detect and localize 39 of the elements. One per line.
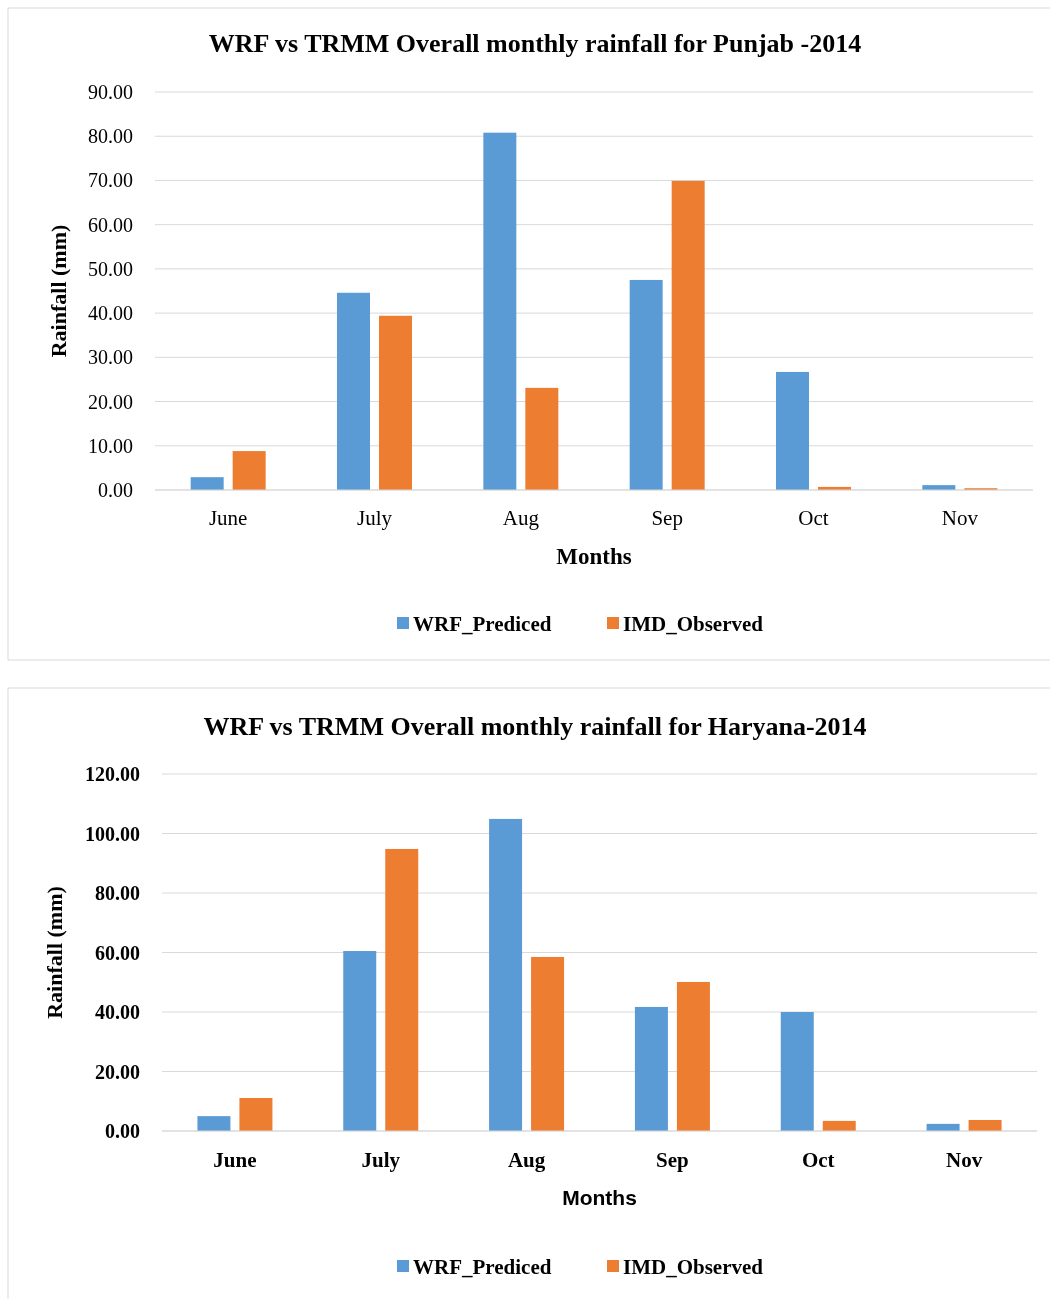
y-tick-label: 0.00	[105, 1120, 140, 1142]
x-tick-label: July	[361, 1148, 401, 1172]
y-tick-label: 80.00	[95, 882, 140, 904]
legend-label: IMD_Observed	[623, 1255, 764, 1280]
x-tick-label: Sep	[651, 506, 683, 530]
y-tick-label: 40.00	[95, 1001, 140, 1023]
x-tick-label: Oct	[801, 1148, 835, 1172]
legend-label: WRF_Prediced	[413, 612, 552, 637]
x-tick-label: July	[356, 506, 393, 530]
y-axis-title: Rainfall (mm)	[46, 224, 71, 358]
y-tick-label: 10.00	[88, 434, 133, 457]
y-tick-label: 50.00	[88, 257, 133, 280]
x-axis-title: Months	[556, 544, 632, 569]
y-axis-title: Rainfall (mm)	[42, 886, 67, 1019]
y-tick-label: 0.00	[98, 479, 133, 501]
y-tick-label: 100.00	[85, 822, 140, 845]
y-tick-label: 40.00	[88, 302, 133, 325]
x-tick-label: Nov	[941, 506, 979, 530]
x-tick-label: Aug	[507, 1148, 546, 1172]
legend-label: WRF_Prediced	[413, 1255, 552, 1280]
x-tick-label: Nov	[946, 1148, 983, 1172]
y-tick-label: 20.00	[95, 1060, 140, 1083]
y-tick-label: 90.00	[88, 81, 133, 103]
y-tick-label: 20.00	[88, 390, 133, 413]
x-tick-label: Aug	[502, 506, 540, 530]
y-tick-label: 120.00	[85, 763, 140, 785]
chart-title: WRF vs TRMM Overall monthly rainfall for Punjab -2014	[208, 29, 862, 58]
x-tick-label: June	[213, 1148, 257, 1172]
y-tick-label: 80.00	[88, 125, 133, 148]
y-tick-label: 30.00	[88, 346, 133, 369]
y-tick-label: 60.00	[88, 213, 133, 236]
y-tick-label: 60.00	[95, 941, 140, 964]
x-tick-label: Oct	[798, 506, 829, 530]
x-axis-title: Months	[562, 1186, 637, 1209]
chart-title: WRF vs TRMM Overall monthly rainfall for Haryana-2014	[203, 712, 867, 741]
x-tick-label: June	[208, 506, 248, 530]
x-tick-label: Sep	[656, 1148, 689, 1172]
legend-label: IMD_Observed	[623, 612, 764, 637]
y-tick-label: 70.00	[88, 169, 133, 192]
